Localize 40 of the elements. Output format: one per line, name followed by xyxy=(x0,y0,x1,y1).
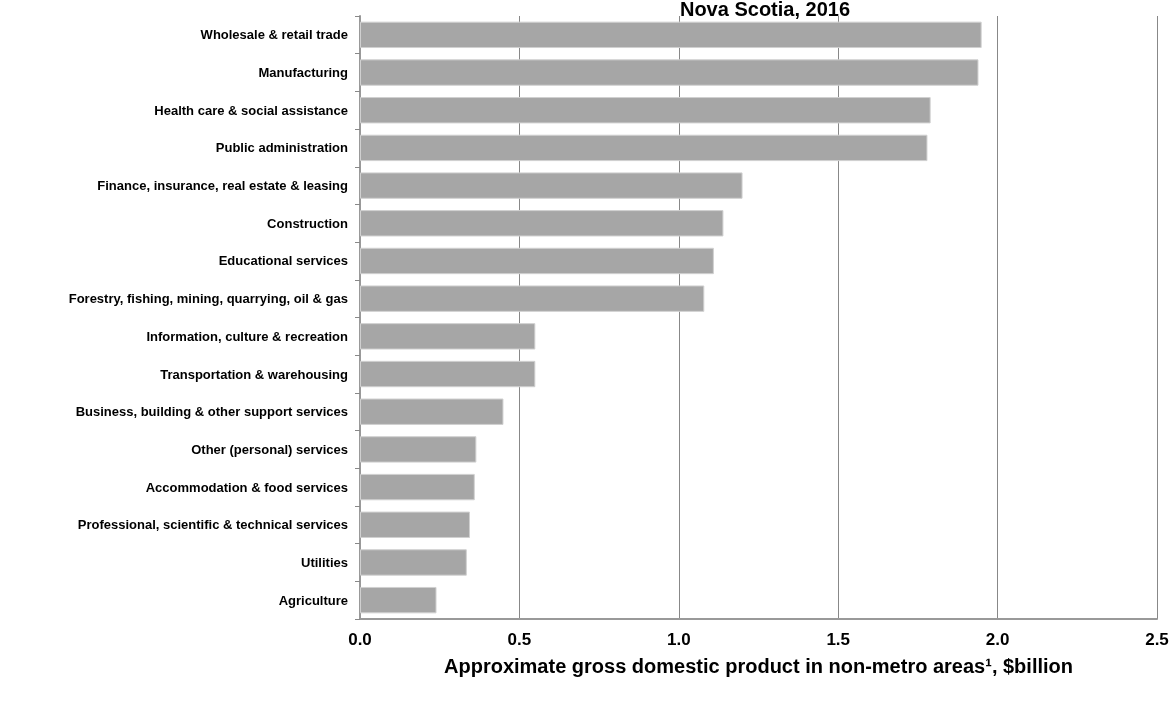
y-tick-label: Information, culture & recreation xyxy=(146,328,349,344)
y-tick-label: Manufacturing xyxy=(258,65,349,81)
bar xyxy=(360,134,928,162)
x-tick-label: 2.0 xyxy=(985,630,1010,649)
y-tick-label: Utilities xyxy=(301,554,348,570)
bar xyxy=(360,398,504,425)
bar xyxy=(360,247,714,275)
bar xyxy=(360,549,467,576)
y-tick-label: Professional, scientific & technical services xyxy=(77,517,348,533)
y-tick-label: Accommodation & food services xyxy=(145,479,348,495)
y-tick-label: Public administration xyxy=(215,140,349,156)
y-tick-label: Agriculture xyxy=(278,592,348,608)
bar xyxy=(360,210,724,237)
bar xyxy=(360,97,931,124)
bar xyxy=(360,21,982,49)
y-tick-label: Other (personal) services xyxy=(191,441,348,457)
x-tick-label: 1.0 xyxy=(666,630,691,649)
bar xyxy=(360,586,437,614)
bar xyxy=(360,511,470,538)
y-tick-label: Finance, insurance, real estate & leasing xyxy=(97,178,349,194)
y-tick-label: Wholesale & retail trade xyxy=(200,27,348,43)
bar xyxy=(360,59,979,86)
bar xyxy=(360,172,743,199)
bar xyxy=(360,473,475,501)
bar xyxy=(360,323,536,350)
bar xyxy=(360,360,536,388)
y-tick-label: Construction xyxy=(267,215,349,231)
chart-title: Nova Scotia, 2016 xyxy=(679,0,851,20)
y-tick-label: Health care & social assistance xyxy=(154,102,348,118)
x-tick-label: 0.5 xyxy=(507,630,532,649)
x-axis-title: Approximate gross domestic product in non-metro areas¹, $billion xyxy=(444,654,1073,677)
x-tick-label: 0.0 xyxy=(348,630,372,649)
y-tick-label: Business, building & other support services xyxy=(75,404,348,420)
y-tick-label: Forestry, fishing, mining, quarrying, oil & gas xyxy=(68,291,348,307)
y-tick-label: Transportation & warehousing xyxy=(160,366,349,382)
x-tick-label: 2.5 xyxy=(1145,630,1169,649)
bar xyxy=(360,285,705,312)
bar xyxy=(360,436,477,463)
y-tick-label: Educational services xyxy=(218,253,348,269)
x-tick-label: 1.5 xyxy=(826,630,851,649)
